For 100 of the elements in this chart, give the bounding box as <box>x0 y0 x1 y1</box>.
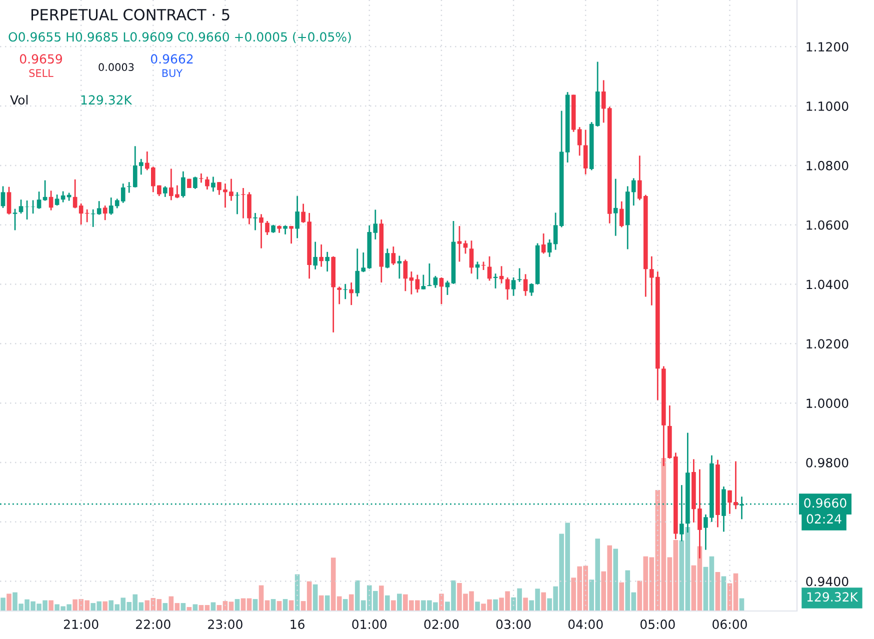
candlestick <box>48 190 54 211</box>
candlestick <box>12 208 18 231</box>
bar <box>619 582 624 611</box>
candlestick <box>403 258 408 292</box>
candlestick <box>163 186 168 198</box>
bar <box>318 595 324 611</box>
candlestick <box>619 200 624 228</box>
candlestick <box>391 246 396 266</box>
candlestick <box>511 276 516 297</box>
candlestick <box>427 262 432 287</box>
x-tick-label: 04:00 <box>568 620 603 630</box>
candlestick <box>541 232 546 254</box>
annotation: 0.9659 <box>20 54 62 64</box>
candlestick <box>259 213 264 250</box>
text: 02:24 <box>806 514 842 524</box>
annotation: SELL <box>29 69 54 78</box>
chart-title: PERPETUAL CONTRACT · 5 <box>32 8 230 20</box>
bar <box>541 592 546 611</box>
annotation: 0.0003 <box>98 63 134 72</box>
candlestick <box>487 256 492 282</box>
x-tick-label: 23:00 <box>208 620 242 630</box>
bar <box>348 594 354 611</box>
bar <box>324 595 330 611</box>
candlestick <box>0 186 6 209</box>
candlestick <box>253 212 258 231</box>
candlestick <box>553 212 558 250</box>
bar <box>6 594 12 611</box>
bar <box>282 599 288 611</box>
candlestick <box>205 176 210 190</box>
y-tick-label: 1.1000 <box>806 102 848 111</box>
candlestick <box>415 274 420 294</box>
candlestick <box>319 244 324 268</box>
candlestick <box>421 274 426 290</box>
candlestick <box>54 194 60 206</box>
x-tick-label: 06:00 <box>712 620 747 630</box>
text: 129.32K <box>807 592 858 602</box>
y-tick-label: 1.0800 <box>806 160 848 170</box>
x-tick-label: 22:00 <box>136 620 170 630</box>
x-tick-label: 03:00 <box>496 620 531 630</box>
candlestick <box>78 202 84 226</box>
candlestick <box>583 129 588 176</box>
bar <box>252 599 258 611</box>
x-tick-label: 21:00 <box>64 620 98 630</box>
ref-line-label: 0.9660 <box>804 498 846 508</box>
bar <box>493 599 498 611</box>
bar <box>342 599 348 611</box>
annotation: BUY <box>162 69 183 78</box>
x-tick-label: 01:00 <box>352 620 387 630</box>
annotation: 0.9662 <box>150 54 193 64</box>
bar <box>721 576 726 611</box>
bar <box>439 594 444 611</box>
candlestick <box>102 204 108 221</box>
bar <box>234 599 240 611</box>
candlestick <box>30 200 36 214</box>
candlestick <box>211 176 216 192</box>
candlestick <box>505 276 510 300</box>
y-tick-label: 1.0000 <box>806 398 848 408</box>
bar <box>384 595 390 611</box>
candlestick <box>439 276 444 305</box>
bar <box>378 586 384 611</box>
bar <box>523 598 528 611</box>
candlestick <box>18 198 24 214</box>
candlestick <box>199 172 204 184</box>
annotation: O0.9655 H0.9685 L0.9609 C0.9660 +0.0005 (+0.05%) <box>8 32 351 44</box>
candlestick <box>349 282 354 306</box>
candlestick <box>385 248 390 269</box>
candlestick <box>295 195 300 239</box>
bar <box>270 599 276 611</box>
bar <box>0 598 6 611</box>
candlestick <box>24 200 30 220</box>
candlestick <box>577 126 582 156</box>
x-tick-label: 16 <box>290 620 304 630</box>
bar <box>48 600 54 611</box>
candlestick <box>469 240 474 274</box>
candlestick <box>337 286 342 305</box>
candlestick <box>613 178 618 237</box>
candlestick <box>181 170 186 198</box>
candlestick <box>72 178 78 209</box>
bar <box>475 602 480 611</box>
bar <box>276 601 282 611</box>
y-tick-label: 0.9800 <box>806 458 848 468</box>
candlestick <box>397 255 402 280</box>
candlestick <box>235 191 240 215</box>
candlestick <box>325 251 330 272</box>
y-tick-label: 1.0200 <box>806 339 848 349</box>
candlestick <box>289 225 294 244</box>
candlestick <box>547 238 552 258</box>
bar <box>390 600 396 611</box>
candlestick <box>343 283 348 300</box>
candlestick <box>433 275 438 289</box>
candlestick <box>313 241 318 270</box>
bar <box>397 594 402 611</box>
x-tick-label: 02:00 <box>424 620 459 630</box>
bar <box>102 601 108 611</box>
y-tick-label: 1.0400 <box>806 280 848 290</box>
candlestick <box>193 176 198 190</box>
bar <box>312 584 318 611</box>
bar <box>715 572 720 611</box>
candlestick <box>529 282 534 297</box>
annotation: Vol <box>10 94 28 105</box>
